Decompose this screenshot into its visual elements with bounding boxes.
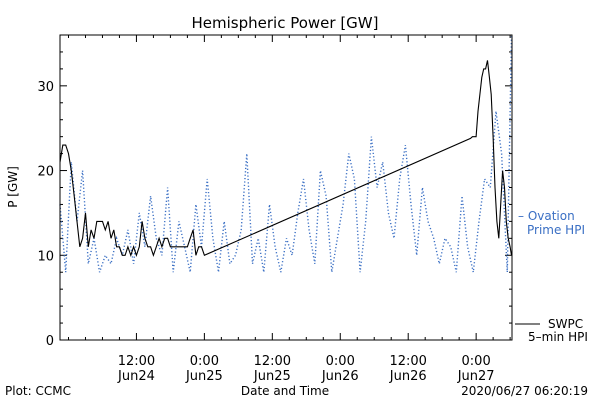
x-tick-time-label: 0:00 — [326, 354, 355, 369]
x-tick-time-label: 12:00 — [389, 354, 426, 369]
x-axis: 12:00Jun240:00Jun2512:00Jun250:00Jun2612… — [67, 35, 511, 384]
x-tick-time-label: 0:00 — [190, 354, 219, 369]
x-axis-label: Date and Time — [241, 384, 329, 398]
x-tick-date-label: Jun26 — [389, 369, 427, 384]
y-tick-label: 20 — [37, 165, 54, 180]
chart-title: Hemispheric Power [GW] — [192, 14, 379, 32]
x-tick-date-label: Jun25 — [185, 369, 223, 384]
x-tick-time-label: 12:00 — [118, 354, 155, 369]
plot-credit: Plot: CCMC — [5, 384, 71, 398]
legend-swpc-line2: 5–min HPI — [528, 330, 588, 344]
legend-ovation-line1: – Ovation — [518, 209, 575, 223]
x-tick-time-label: 0:00 — [462, 354, 491, 369]
y-tick-label: 0 — [46, 334, 54, 349]
x-tick-date-label: Jun27 — [457, 369, 495, 384]
y-axis: 0 10 20 30 — [37, 34, 512, 349]
plot-frame — [59, 34, 513, 341]
y-tick-label: 30 — [37, 80, 54, 95]
plot-timestamp: 2020/06/27 06:20:19 — [461, 384, 588, 398]
ovation-prime-series-line — [59, 34, 513, 273]
swpc-series-line — [59, 60, 513, 258]
series-layer — [59, 34, 513, 273]
x-tick-time-label: 12:00 — [254, 354, 291, 369]
x-tick-date-label: Jun26 — [321, 369, 359, 384]
y-tick-label: 10 — [37, 249, 54, 264]
legend-ovation-line2: Prime HPI — [527, 223, 585, 237]
y-axis-label: P [GW] — [6, 166, 20, 208]
legend-swpc-line1: SWPC — [548, 317, 583, 331]
x-tick-date-label: Jun25 — [253, 369, 291, 384]
x-tick-date-label: Jun24 — [117, 369, 155, 384]
